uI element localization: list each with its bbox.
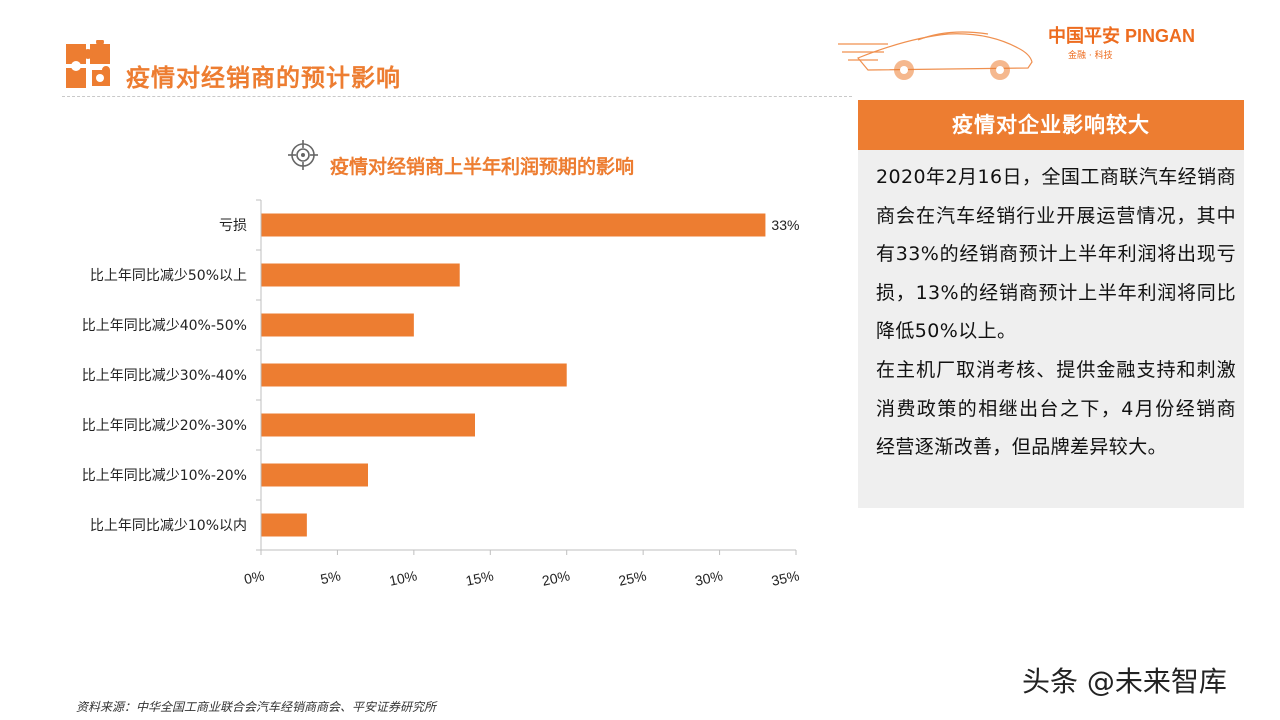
summary-panel: 疫情对企业影响较大 2020年2月16日，全国工商联汽车经销商商会在汽车经销行业…	[858, 100, 1244, 508]
panel-body: 2020年2月16日，全国工商联汽车经销商商会在汽车经销行业开展运营情况，其中有…	[876, 158, 1236, 467]
header-divider	[62, 96, 852, 97]
bar	[261, 363, 567, 387]
data-label: 33%	[771, 217, 799, 233]
x-tick-label: 10%	[388, 567, 419, 588]
category-label: 比上年同比减少30%-40%	[82, 368, 247, 384]
x-tick-label: 0%	[243, 567, 266, 587]
source-note: 资料来源：中华全国工商业联合会汽车经销商商会、平安证券研究所	[76, 700, 437, 714]
puzzle-icon	[66, 40, 110, 88]
brand-logo: 中国平安 PINGAN	[1048, 26, 1196, 46]
bar	[261, 263, 460, 287]
bar	[261, 413, 475, 437]
category-label: 比上年同比减少10%-20%	[82, 468, 247, 484]
category-label: 亏损	[219, 218, 247, 234]
bar	[261, 513, 307, 537]
watermark: 头条 @未来智库	[1022, 665, 1227, 698]
category-label: 比上年同比减少10%以内	[90, 518, 247, 534]
panel-paragraph: 在主机厂取消考核、提供金融支持和刺激消费政策的相继出台之下，4月份经销商经营逐渐…	[876, 358, 1236, 459]
x-tick-label: 20%	[541, 567, 572, 588]
x-tick-label: 30%	[693, 567, 724, 588]
category-label: 比上年同比减少40%-50%	[82, 318, 247, 334]
page-title: 疫情对经销商的预计影响	[126, 64, 401, 92]
category-label: 比上年同比减少50%以上	[90, 268, 247, 284]
target-icon	[288, 140, 318, 170]
panel-paragraph: 2020年2月16日，全国工商联汽车经销商商会在汽车经销行业开展运营情况，其中有…	[876, 166, 1236, 343]
bar	[261, 463, 368, 487]
category-label: 比上年同比减少20%-30%	[82, 418, 247, 434]
sports-car-graphic	[838, 31, 1033, 80]
bar	[261, 313, 414, 337]
chart-title: 疫情对经销商上半年利润预期的影响	[330, 156, 635, 178]
x-tick-label: 5%	[319, 567, 342, 587]
bar	[261, 213, 766, 237]
x-tick-label: 15%	[464, 567, 495, 588]
x-tick-label: 25%	[617, 567, 648, 588]
panel-header: 疫情对企业影响较大	[858, 100, 1244, 150]
brand-tagline: 金融 · 科技	[1068, 51, 1113, 61]
x-tick-label: 35%	[770, 567, 801, 588]
